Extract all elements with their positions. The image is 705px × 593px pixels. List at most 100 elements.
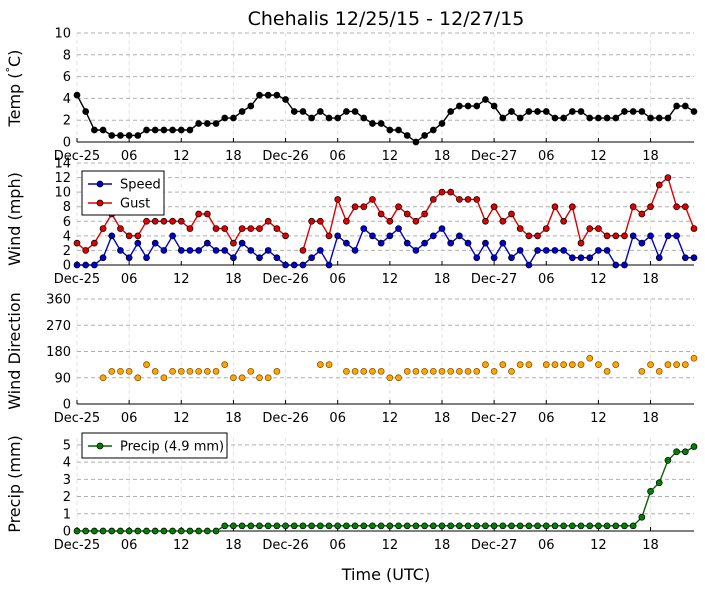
- data-point: [82, 261, 90, 269]
- data-point: [499, 114, 507, 122]
- data-point: [308, 217, 315, 225]
- data-point: [638, 108, 646, 115]
- direction-point: [386, 374, 394, 382]
- data-point: [612, 114, 620, 122]
- x-tick-label: 06: [538, 538, 555, 553]
- data-point: [369, 232, 376, 240]
- data-point: [360, 114, 368, 122]
- data-point: [282, 232, 289, 240]
- direction-point: [577, 361, 585, 368]
- data-point: [490, 203, 498, 211]
- data-point: [369, 120, 376, 127]
- y-axis-label: Precip (mm): [5, 435, 24, 533]
- x-tick-label: 12: [590, 149, 607, 164]
- data-point: [568, 203, 576, 211]
- direction-point: [673, 361, 680, 368]
- data-point: [629, 203, 637, 211]
- data-point: [655, 254, 663, 262]
- data-point: [673, 448, 680, 456]
- data-point: [534, 232, 541, 240]
- data-point: [108, 527, 116, 535]
- data-point: [499, 239, 507, 247]
- data-point: [508, 210, 515, 218]
- direction-point: [595, 361, 602, 368]
- direction-point: [360, 367, 368, 375]
- data-point: [621, 261, 628, 269]
- data-point: [238, 239, 246, 247]
- data-point: [99, 527, 107, 535]
- y-tick-label: 14: [54, 157, 71, 172]
- data-point: [560, 247, 567, 254]
- direction-point: [412, 367, 420, 375]
- x-tick-label: Dec-25: [54, 149, 100, 164]
- direction-point: [499, 361, 507, 368]
- data-point: [360, 522, 368, 530]
- direction-point: [429, 367, 437, 375]
- data-point: [429, 522, 437, 530]
- data-point: [629, 232, 637, 240]
- data-point: [595, 247, 602, 254]
- data-point: [221, 225, 229, 232]
- data-point: [212, 225, 220, 232]
- data-point: [125, 132, 133, 139]
- data-point: [681, 102, 689, 110]
- data-point: [690, 443, 698, 450]
- data-point: [351, 522, 359, 530]
- data-point: [681, 254, 689, 262]
- data-point: [586, 225, 594, 232]
- y-tick-label: 0: [63, 259, 71, 274]
- data-point: [334, 522, 342, 530]
- data-point: [204, 210, 211, 218]
- x-tick-label: 18: [434, 538, 451, 553]
- direction-point: [473, 367, 481, 375]
- data-point: [508, 254, 515, 262]
- data-point: [647, 203, 654, 211]
- data-point: [655, 181, 663, 189]
- data-point: [117, 247, 124, 254]
- data-point: [160, 247, 168, 254]
- data-point: [282, 261, 289, 269]
- data-point: [91, 261, 98, 269]
- legend-label: Speed: [120, 178, 161, 193]
- x-tick-label: Dec-25: [54, 411, 100, 426]
- data-point: [395, 203, 402, 211]
- direction-point: [151, 367, 159, 375]
- data-point: [690, 254, 698, 262]
- data-point: [273, 254, 281, 262]
- x-tick-label: 12: [382, 272, 399, 287]
- y-tick-label: 6: [63, 70, 71, 85]
- data-point: [508, 108, 515, 115]
- y-tick-label: 1: [63, 507, 71, 522]
- data-point: [91, 239, 98, 247]
- x-tick-label: 06: [538, 411, 555, 426]
- direction-point: [586, 354, 594, 362]
- data-point: [325, 522, 333, 530]
- y-tick-label: 3: [63, 473, 71, 488]
- data-point: [664, 232, 672, 240]
- data-point: [621, 232, 628, 240]
- data-point: [447, 108, 455, 115]
- data-point: [395, 126, 402, 134]
- data-point: [230, 254, 237, 262]
- y-tick-label: 0: [63, 525, 71, 540]
- data-point: [473, 196, 481, 203]
- data-point: [91, 126, 98, 134]
- direction-point: [395, 374, 402, 382]
- data-point: [99, 254, 107, 262]
- x-tick-label: 18: [225, 149, 242, 164]
- data-point: [151, 239, 159, 247]
- direction-point: [612, 361, 620, 368]
- data-point: [282, 96, 289, 103]
- data-point: [429, 196, 437, 203]
- y-tick-label: 2: [63, 490, 71, 505]
- data-point: [568, 522, 576, 530]
- data-point: [395, 225, 402, 232]
- x-tick-label: Dec-26: [262, 411, 308, 426]
- data-point: [273, 91, 281, 99]
- data-point: [325, 232, 333, 240]
- data-point: [117, 225, 124, 232]
- data-point: [108, 132, 116, 139]
- direction-point: [421, 367, 428, 375]
- data-point: [230, 239, 237, 247]
